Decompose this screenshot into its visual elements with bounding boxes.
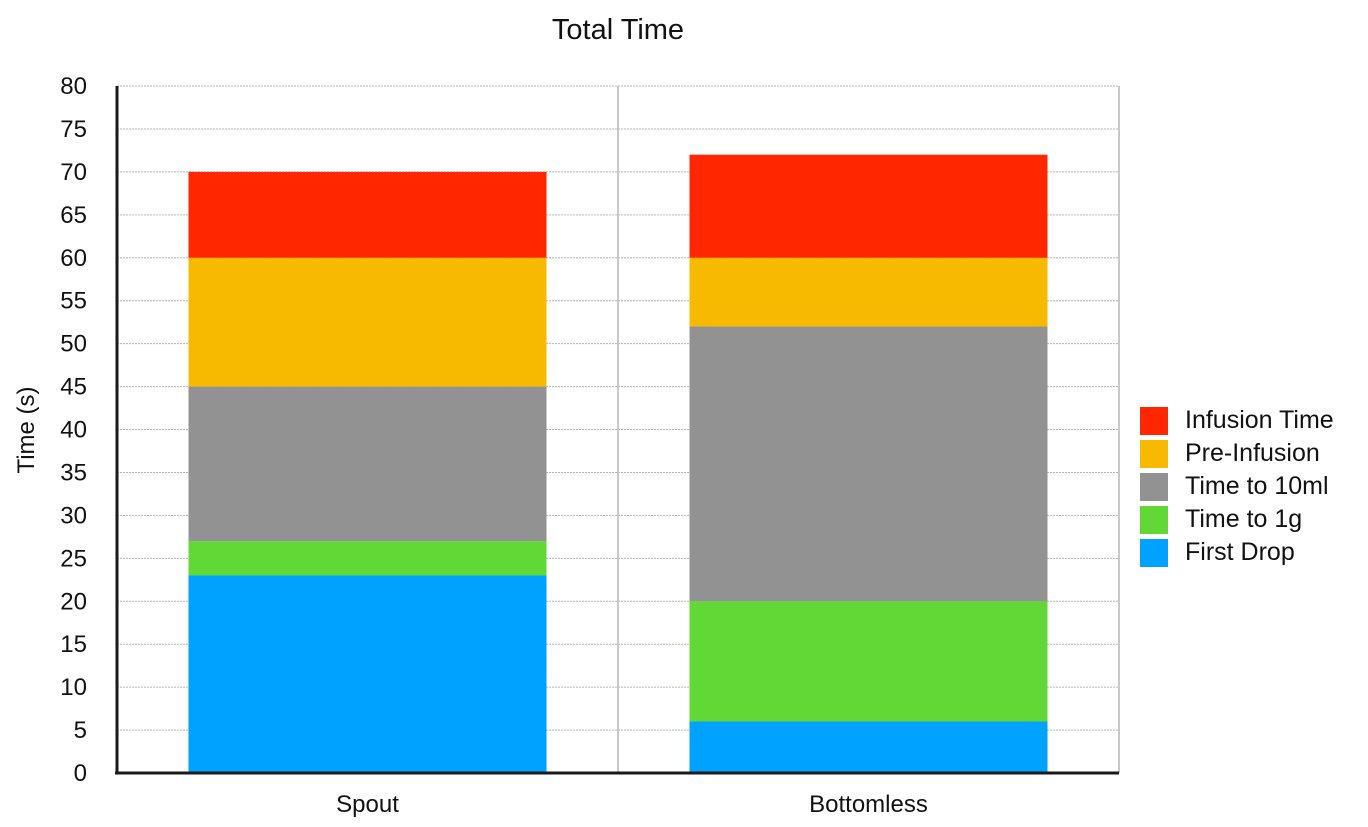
bar-segment-time-to-1g bbox=[689, 601, 1048, 722]
legend-label: Time to 10ml bbox=[1185, 472, 1329, 500]
bar-segment-first-drop bbox=[188, 575, 547, 773]
bar-segment-pre-infusion bbox=[188, 257, 547, 387]
y-tick-label: 35 bbox=[60, 459, 87, 486]
legend-item: Infusion Time bbox=[1140, 404, 1334, 437]
legend: Infusion Time Pre-Infusion Time to 10ml Tim… bbox=[1140, 404, 1334, 569]
legend-item: First Drop bbox=[1140, 536, 1334, 569]
y-tick-label: 60 bbox=[60, 245, 87, 272]
y-tick-label: 15 bbox=[60, 631, 87, 658]
legend-swatch bbox=[1140, 472, 1168, 501]
x-tick-label: Bottomless bbox=[809, 791, 928, 818]
legend-item: Time to 1g bbox=[1140, 503, 1334, 536]
legend-swatch bbox=[1140, 406, 1168, 435]
y-tick-label: 0 bbox=[74, 760, 87, 787]
bar-segment-time-to-10ml bbox=[188, 386, 547, 542]
y-tick-label: 40 bbox=[60, 417, 87, 444]
y-tick-label: 65 bbox=[60, 202, 87, 229]
axis-layer bbox=[115, 86, 1119, 775]
tick-label-layer: 0 5 10 15 20 25 30 35 40 45 50 55 60 65 70 75 80 Spout Bot… bbox=[60, 73, 928, 818]
legend-label: First Drop bbox=[1185, 538, 1295, 566]
legend-swatch bbox=[1140, 439, 1168, 468]
y-tick-label: 80 bbox=[60, 73, 87, 100]
legend-item: Pre-Infusion bbox=[1140, 437, 1334, 470]
bar-segment-pre-infusion bbox=[689, 257, 1048, 327]
bar-segment-infusion-time bbox=[689, 154, 1048, 258]
y-tick-label: 20 bbox=[60, 588, 87, 615]
y-tick-label: 55 bbox=[60, 288, 87, 315]
y-tick-label: 50 bbox=[60, 331, 87, 358]
bar-segment-time-to-10ml bbox=[689, 326, 1048, 602]
y-tick-label: 75 bbox=[60, 116, 87, 143]
x-tick-label: Spout bbox=[336, 791, 399, 818]
y-tick-label: 5 bbox=[74, 717, 87, 744]
legend-item: Time to 10ml bbox=[1140, 470, 1334, 503]
y-tick-label: 70 bbox=[60, 159, 87, 186]
legend-swatch bbox=[1140, 538, 1168, 567]
legend-label: Pre-Infusion bbox=[1185, 439, 1320, 467]
y-tick-label: 45 bbox=[60, 374, 87, 401]
bar-layer bbox=[188, 154, 1048, 773]
legend-label: Time to 1g bbox=[1185, 505, 1303, 533]
y-tick-label: 10 bbox=[60, 674, 87, 701]
bar-segment-infusion-time bbox=[188, 171, 547, 258]
chart-title: Total Time bbox=[551, 14, 685, 46]
legend-swatch bbox=[1140, 505, 1168, 534]
y-tick-label: 30 bbox=[60, 502, 87, 529]
bar-segment-first-drop bbox=[689, 721, 1048, 773]
legend-label: Infusion Time bbox=[1185, 406, 1334, 434]
bar-segment-time-to-1g bbox=[188, 541, 547, 576]
y-tick-label: 25 bbox=[60, 545, 87, 572]
